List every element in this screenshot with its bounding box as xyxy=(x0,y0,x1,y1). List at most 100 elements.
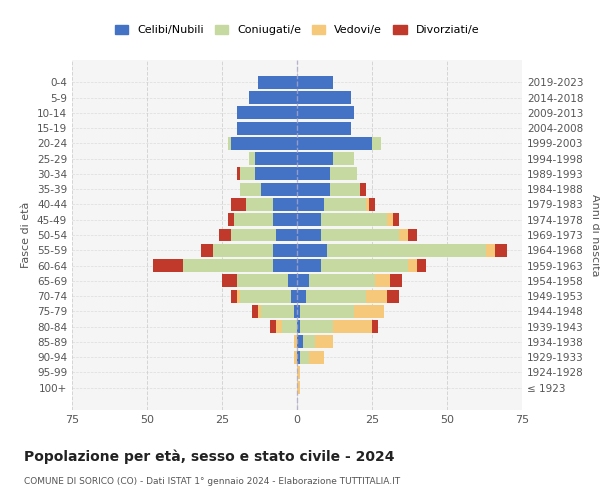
Bar xyxy=(240,168,297,180)
Bar xyxy=(297,350,324,364)
Bar xyxy=(297,244,486,256)
Bar xyxy=(255,152,297,165)
Bar xyxy=(231,228,297,241)
Bar xyxy=(297,228,417,241)
Bar xyxy=(297,244,327,256)
Bar xyxy=(297,152,354,165)
Bar xyxy=(297,214,321,226)
Bar xyxy=(297,274,402,287)
Bar xyxy=(258,76,297,89)
Bar xyxy=(234,214,297,226)
Bar xyxy=(297,290,387,302)
Bar xyxy=(297,305,384,318)
Bar xyxy=(249,91,297,104)
Bar xyxy=(228,137,297,150)
Bar xyxy=(297,168,357,180)
Bar xyxy=(294,350,297,364)
Bar xyxy=(297,137,381,150)
Bar xyxy=(246,198,297,211)
Bar xyxy=(228,137,297,150)
Bar xyxy=(297,152,354,165)
Bar xyxy=(249,91,297,104)
Bar xyxy=(297,320,300,333)
Bar xyxy=(258,76,297,89)
Bar xyxy=(234,214,297,226)
Bar xyxy=(297,122,351,134)
Bar xyxy=(297,122,351,134)
Bar xyxy=(273,214,297,226)
Bar xyxy=(294,336,297,348)
Bar xyxy=(297,259,426,272)
Bar xyxy=(297,336,315,348)
Bar xyxy=(297,137,381,150)
Bar xyxy=(297,182,366,196)
Bar xyxy=(297,320,333,333)
Bar xyxy=(231,290,297,302)
Bar xyxy=(297,274,309,287)
Bar xyxy=(249,91,297,104)
Bar xyxy=(297,381,300,394)
Bar xyxy=(297,152,333,165)
Bar xyxy=(246,198,297,211)
Bar xyxy=(297,122,351,134)
Bar xyxy=(297,366,300,379)
Bar xyxy=(297,381,300,394)
Bar xyxy=(297,198,369,211)
Y-axis label: Fasce di età: Fasce di età xyxy=(22,202,31,268)
Bar xyxy=(237,168,297,180)
Bar xyxy=(237,122,297,134)
Bar xyxy=(297,137,372,150)
Bar xyxy=(273,259,297,272)
Bar xyxy=(297,137,381,150)
Bar xyxy=(297,320,372,333)
Bar xyxy=(282,320,297,333)
Bar xyxy=(249,152,297,165)
Bar xyxy=(183,259,297,272)
Bar xyxy=(276,320,297,333)
Bar xyxy=(297,168,330,180)
Bar xyxy=(261,305,297,318)
Bar xyxy=(273,244,297,256)
Bar xyxy=(297,244,507,256)
Bar xyxy=(294,305,297,318)
Bar xyxy=(297,305,300,318)
Bar xyxy=(288,274,297,287)
Bar xyxy=(297,106,354,120)
Bar xyxy=(237,106,297,120)
Bar xyxy=(297,91,351,104)
Bar xyxy=(297,259,408,272)
Bar xyxy=(297,198,375,211)
Y-axis label: Anni di nascita: Anni di nascita xyxy=(590,194,600,276)
Bar xyxy=(228,214,297,226)
Bar xyxy=(297,228,408,241)
Bar xyxy=(237,122,297,134)
Bar xyxy=(249,152,297,165)
Bar xyxy=(273,198,297,211)
Bar xyxy=(297,152,354,165)
Bar xyxy=(237,274,297,287)
Bar xyxy=(297,182,330,196)
Bar xyxy=(297,214,399,226)
Bar xyxy=(276,228,297,241)
Bar xyxy=(297,214,387,226)
Bar xyxy=(249,91,297,104)
Bar xyxy=(297,198,366,211)
Bar xyxy=(240,182,297,196)
Bar xyxy=(297,274,375,287)
Bar xyxy=(270,320,297,333)
Bar xyxy=(261,182,297,196)
Bar xyxy=(297,290,306,302)
Bar xyxy=(294,336,297,348)
Bar xyxy=(237,106,297,120)
Bar xyxy=(297,366,300,379)
Bar xyxy=(240,290,297,302)
Bar xyxy=(240,182,297,196)
Bar xyxy=(219,228,297,241)
Bar xyxy=(228,137,297,150)
Bar xyxy=(297,76,333,89)
Bar xyxy=(297,91,351,104)
Bar xyxy=(183,259,297,272)
Bar xyxy=(297,168,357,180)
Bar xyxy=(297,76,333,89)
Bar xyxy=(252,305,297,318)
